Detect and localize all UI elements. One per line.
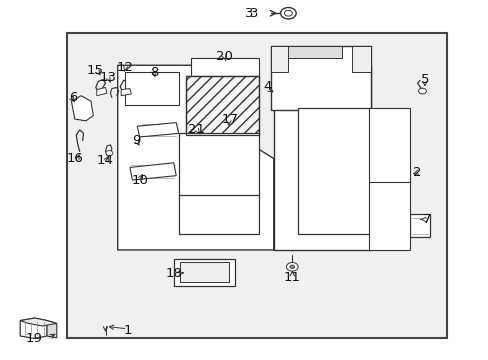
Polygon shape (190, 58, 259, 76)
Text: 18: 18 (165, 267, 182, 280)
Text: 4: 4 (263, 80, 271, 93)
Polygon shape (71, 96, 93, 121)
Polygon shape (20, 318, 57, 326)
Polygon shape (185, 76, 259, 135)
Text: 3: 3 (249, 7, 258, 20)
Polygon shape (125, 72, 178, 105)
Polygon shape (173, 259, 234, 286)
Text: 20: 20 (215, 50, 232, 63)
Circle shape (284, 10, 292, 16)
Text: 14: 14 (96, 154, 113, 167)
Circle shape (188, 264, 198, 271)
Text: 16: 16 (67, 152, 83, 165)
Polygon shape (20, 318, 47, 338)
Text: 2: 2 (412, 166, 421, 179)
Polygon shape (298, 108, 370, 234)
Circle shape (106, 150, 113, 156)
Text: 7: 7 (422, 213, 431, 226)
Polygon shape (130, 163, 176, 180)
Circle shape (215, 265, 223, 271)
Circle shape (286, 262, 298, 271)
Polygon shape (283, 45, 341, 58)
Text: 15: 15 (86, 64, 103, 77)
Circle shape (289, 265, 294, 269)
Polygon shape (271, 45, 370, 110)
Polygon shape (178, 195, 259, 234)
Polygon shape (137, 123, 178, 137)
Polygon shape (97, 87, 107, 96)
Text: 10: 10 (131, 174, 148, 186)
Polygon shape (47, 320, 57, 338)
Polygon shape (273, 65, 370, 250)
Polygon shape (368, 108, 409, 184)
Polygon shape (368, 182, 409, 250)
Text: 6: 6 (68, 91, 77, 104)
Polygon shape (271, 45, 288, 72)
Polygon shape (118, 65, 273, 250)
Polygon shape (121, 89, 131, 96)
Polygon shape (351, 45, 370, 72)
Text: 11: 11 (283, 271, 300, 284)
Text: 13: 13 (99, 71, 116, 84)
Circle shape (280, 8, 296, 19)
Polygon shape (409, 214, 429, 237)
Text: 17: 17 (221, 113, 238, 126)
Circle shape (418, 88, 426, 94)
Text: 21: 21 (188, 123, 205, 136)
Polygon shape (180, 262, 228, 282)
Text: 9: 9 (132, 134, 140, 147)
Text: 12: 12 (116, 60, 133, 73)
Text: 19: 19 (25, 332, 42, 345)
Text: 1: 1 (123, 324, 131, 337)
Text: 5: 5 (420, 73, 428, 86)
Bar (66, 33, 446, 338)
Text: 8: 8 (150, 66, 158, 79)
Text: 3: 3 (244, 7, 253, 20)
Polygon shape (178, 134, 259, 196)
